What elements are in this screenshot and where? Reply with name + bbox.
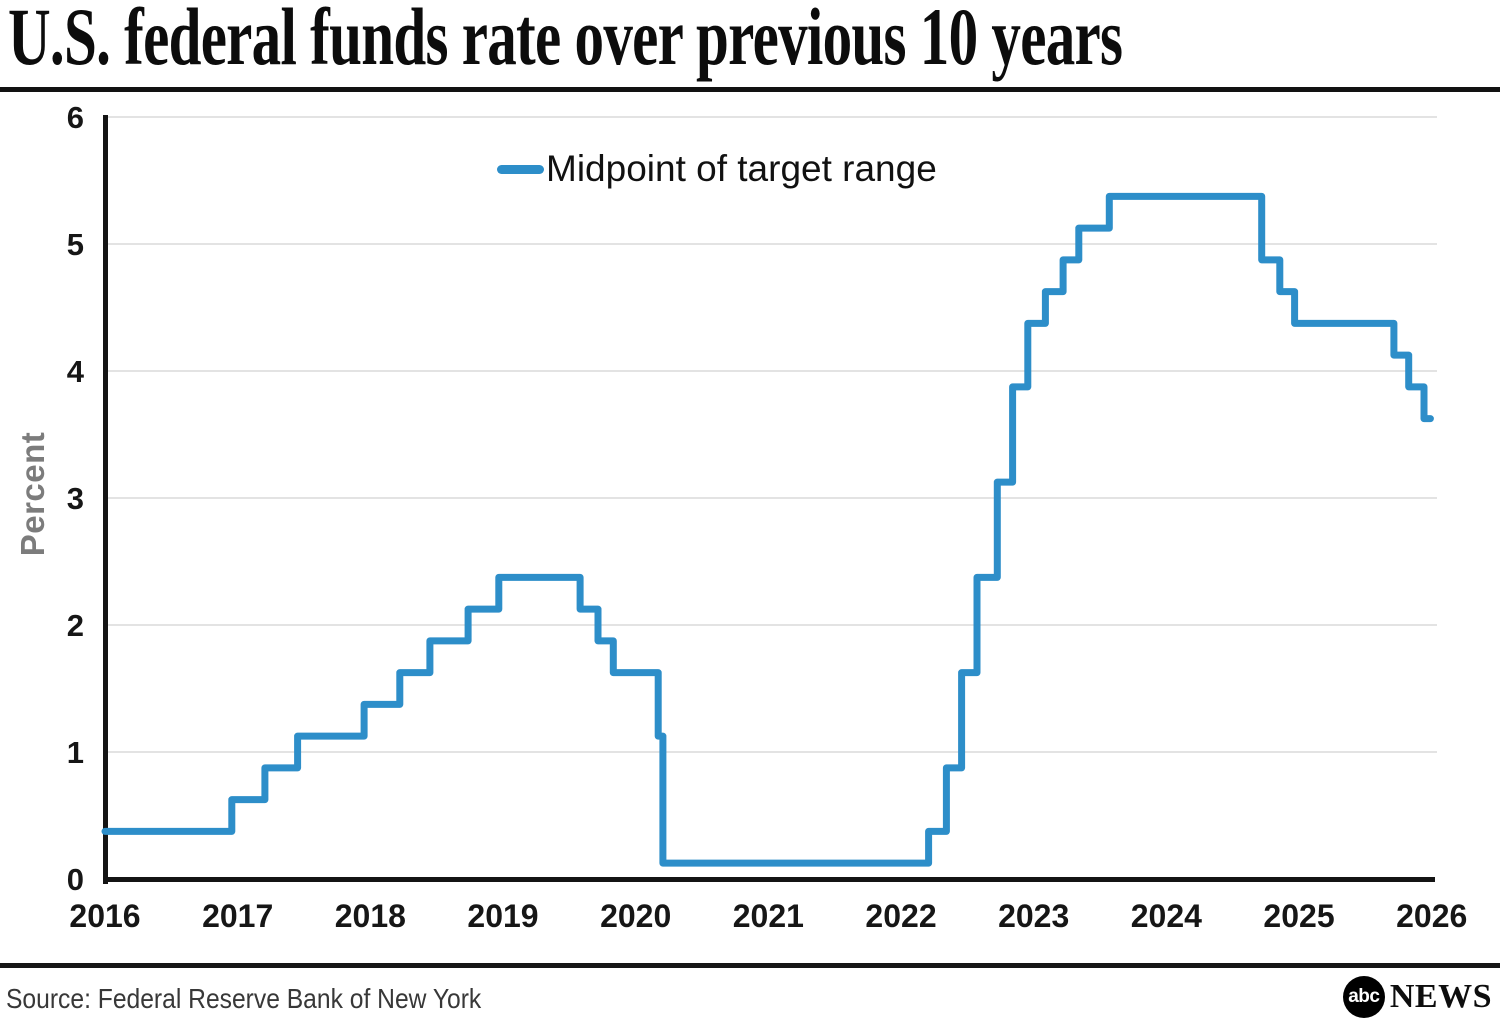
abc-circle-icon: abc [1342,976,1385,1018]
x-tick-label: 2021 [733,898,804,934]
abc-news-logo: abc NEWS [1342,976,1492,1018]
y-tick-label: 3 [67,481,84,516]
abc-circle-text: abc [1348,986,1380,1007]
x-tick-label: 2020 [600,898,671,934]
source-credit: Source: Federal Reserve Bank of New York [6,983,482,1014]
y-tick-label: 4 [67,354,85,389]
y-tick-label: 0 [67,862,84,897]
y-tick-label: 1 [67,735,84,770]
x-tick-label: 2026 [1396,898,1467,934]
y-axis-title: Percent [14,431,51,557]
y-axis [103,115,108,884]
x-tick-label: 2024 [1131,898,1202,934]
x-tick-label: 2017 [202,898,273,934]
y-tick-label: 5 [67,227,84,262]
x-tick-label: 2016 [69,898,140,934]
rate-step-line [101,192,1434,867]
news-wordmark: NEWS [1389,978,1492,1015]
title-divider [0,87,1500,92]
x-tick-label: 2025 [1263,898,1334,934]
x-tick-label: 2019 [467,898,538,934]
legend-line-swatch [497,164,544,174]
y-tick-label: 2 [67,608,84,643]
x-tick-label: 2022 [865,898,936,934]
footer-divider [0,963,1500,968]
x-axis [103,877,1435,882]
legend: Midpoint of target range [497,147,937,191]
y-tick-label: 6 [67,100,84,135]
chart-title: U.S. federal funds rate over previous 10… [8,0,1123,82]
legend-label: Midpoint of target range [546,148,937,189]
x-tick-label: 2018 [335,898,406,934]
x-tick-label: 2023 [998,898,1069,934]
